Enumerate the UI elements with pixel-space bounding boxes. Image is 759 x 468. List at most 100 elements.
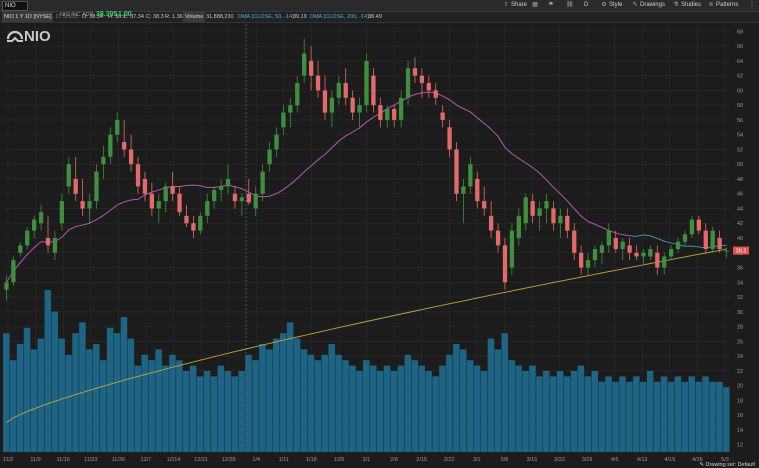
volume-bar [23, 327, 31, 452]
volume-bar [556, 371, 564, 452]
x-tick-label: 2/22 [444, 457, 455, 463]
candle-body [122, 142, 127, 150]
x-tick-label: 3/8 [501, 457, 509, 463]
volume-bar [328, 344, 335, 452]
candle-body [253, 193, 258, 209]
timeframe-label: D [584, 2, 589, 8]
volume-bar [501, 333, 509, 452]
volume-bar [169, 354, 176, 452]
candle-body [475, 178, 480, 202]
x-tick-label: 2/1 [363, 457, 371, 463]
candle-body [260, 171, 265, 194]
close-readout: C: 38.3 [146, 14, 164, 20]
volume-bar [266, 349, 273, 452]
timeframe-button[interactable]: D [584, 1, 588, 10]
candle-body [558, 215, 563, 224]
volume-bar [570, 371, 578, 452]
volume-bar [30, 349, 38, 452]
candle-body [523, 197, 528, 224]
volume-bar [515, 365, 522, 452]
x-tick-label: 11/9 [30, 457, 40, 463]
candle-body [4, 282, 9, 290]
volume-bar [522, 371, 529, 452]
volume-bar [577, 365, 585, 452]
candle-body [468, 164, 473, 187]
y-tick-label: 30 [737, 310, 743, 316]
candle-body [495, 230, 501, 246]
grid-button[interactable]: ▦ [532, 1, 540, 10]
drawings-button[interactable]: ✎ Drawings [632, 1, 665, 10]
volume-bar [238, 371, 245, 452]
price-chart[interactable]: 1214161820222426283032343638404244464850… [0, 22, 759, 468]
volume-bar [363, 360, 370, 452]
symbol-input[interactable]: NIO [2, 1, 28, 11]
volume-bar [709, 381, 716, 452]
candle-body [703, 230, 708, 250]
volume-bar [231, 376, 239, 452]
flag-button[interactable]: ⚑ [548, 1, 556, 10]
candle-body [38, 212, 44, 224]
studies-button[interactable]: ⚗ Studies [673, 1, 701, 10]
volume-bar [369, 365, 377, 452]
style-button[interactable]: ⚙ Style [601, 1, 622, 10]
volume-bar [210, 376, 218, 452]
net-change: 1.00 [118, 11, 132, 18]
y-tick-label: 40 [737, 236, 743, 242]
study-info-bar: NIO 1 Y 1D [NYSE] D: 5/5/21 O: 38.34 H: … [0, 12, 759, 23]
last-price-tag: 38.3 [733, 246, 749, 255]
y-tick-label: 22 [737, 369, 743, 375]
candle-body [239, 197, 245, 202]
candle-body [696, 219, 701, 231]
volume-bar [51, 311, 58, 452]
volume-bar [93, 344, 100, 452]
candle-body [322, 90, 328, 113]
candle-body [329, 97, 335, 113]
y-tick-label: 18 [737, 398, 743, 404]
candle-body [73, 178, 78, 194]
patterns-button[interactable]: ≋ Patterns [708, 1, 738, 10]
x-tick-label: 4/5 [611, 457, 619, 463]
volume-bar [383, 365, 391, 452]
drawing-set-label[interactable]: ✎ Drawing set: Default [699, 462, 755, 468]
volume-bar [72, 333, 79, 452]
volume-bar [293, 338, 301, 452]
x-tick-label: 1/11 [279, 457, 289, 463]
candle-body [419, 75, 425, 84]
volume-bar [432, 376, 439, 452]
volume-bar [113, 333, 121, 452]
y-tick-label: 42 [737, 221, 743, 227]
volume-bar [425, 371, 432, 452]
dma50-readout: 39.19 [293, 14, 307, 20]
volume-bar [155, 349, 162, 452]
x-tick-label: 12/7 [141, 457, 152, 463]
volume-bar [189, 365, 197, 452]
x-tick-label: 11/2 [3, 457, 13, 463]
logo-text: NIO [24, 28, 51, 45]
share-button[interactable]: ⇧ Share [503, 1, 527, 10]
candle-body [592, 249, 598, 261]
volume-bar [162, 365, 169, 452]
high-readout: H: 38.7 [108, 14, 126, 20]
candle-body [80, 201, 85, 209]
volume-bar [314, 360, 322, 452]
candle-body [585, 260, 591, 268]
volume-bar [307, 354, 315, 452]
link-button[interactable]: ⛓ [566, 1, 574, 10]
volume-bar [529, 365, 536, 452]
candle-body [537, 208, 542, 216]
instrument-name: NIO INC ADR [60, 12, 94, 18]
more-button[interactable]: ⋮ [749, 1, 757, 10]
candle-body [620, 241, 625, 250]
candle-body [502, 245, 508, 283]
volume-bar [653, 381, 661, 452]
volume-bar [99, 360, 107, 452]
link-icon: ⛓ [566, 2, 574, 8]
candle-body [710, 230, 715, 250]
dma200-readout: 38.49 [368, 14, 382, 20]
pencil-icon: ✎ [699, 462, 706, 468]
candle-body [343, 83, 348, 98]
nio-logo: NIO [6, 28, 51, 45]
volume-bar [106, 327, 114, 452]
nio-logo-icon [6, 30, 24, 43]
dma200-label: DMA (CLOSE, 200, -14) [310, 14, 369, 20]
